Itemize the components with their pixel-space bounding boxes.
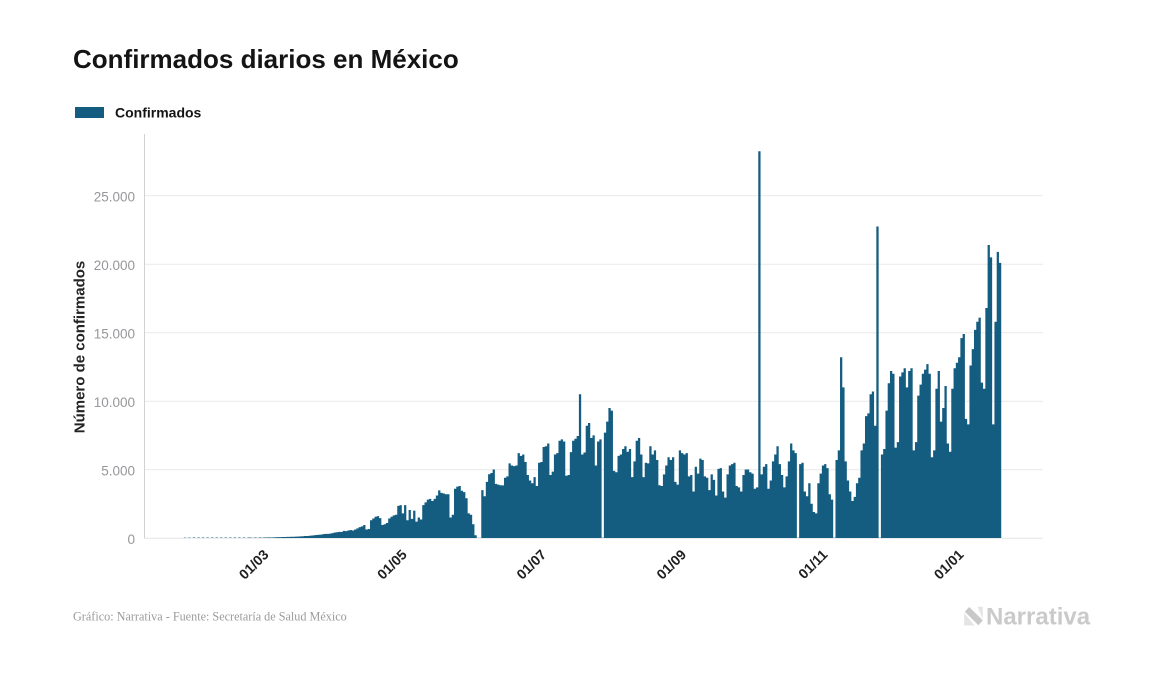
svg-text:Confirmados: Confirmados <box>115 105 202 121</box>
svg-text:Confirmados diarios en México: Confirmados diarios en México <box>73 44 459 74</box>
svg-text:0: 0 <box>127 532 135 547</box>
svg-text:10.000: 10.000 <box>94 395 135 410</box>
svg-text:20.000: 20.000 <box>94 258 135 273</box>
svg-text:Gráfico: Narrativa - Fuente: S: Gráfico: Narrativa - Fuente: Secretaría … <box>73 610 347 624</box>
svg-text:Número de confirmados: Número de confirmados <box>72 261 89 434</box>
svg-text:25.000: 25.000 <box>94 190 135 205</box>
svg-text:Narrativa: Narrativa <box>986 604 1091 631</box>
svg-text:5.000: 5.000 <box>101 464 135 479</box>
svg-text:15.000: 15.000 <box>94 327 135 342</box>
